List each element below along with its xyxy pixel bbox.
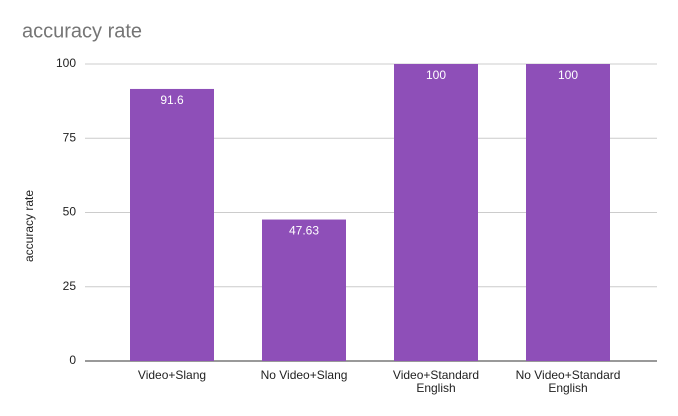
bar	[394, 64, 478, 361]
x-tick-label: No Video+Slang	[260, 368, 348, 382]
value-label: 100	[426, 68, 446, 82]
value-label: 47.63	[289, 224, 319, 238]
x-tick-label: No Video+Standard English	[515, 368, 621, 395]
bar	[262, 219, 346, 361]
x-tick-label: Video+Slang	[137, 368, 207, 382]
x-tick-label: Video+Standard English	[392, 368, 480, 395]
value-label: 91.6	[160, 93, 184, 107]
y-tick-label: 0	[69, 353, 76, 367]
bar	[130, 88, 214, 361]
y-axis-label: accuracy rate	[22, 190, 36, 262]
y-tick-label: 25	[63, 279, 77, 293]
value-label: 100	[558, 68, 578, 82]
bar	[526, 64, 610, 361]
y-tick-label: 100	[56, 56, 76, 70]
chart-title: accuracy rate	[22, 20, 142, 42]
y-tick-label: 75	[63, 130, 77, 144]
y-tick-label: 50	[63, 205, 77, 219]
